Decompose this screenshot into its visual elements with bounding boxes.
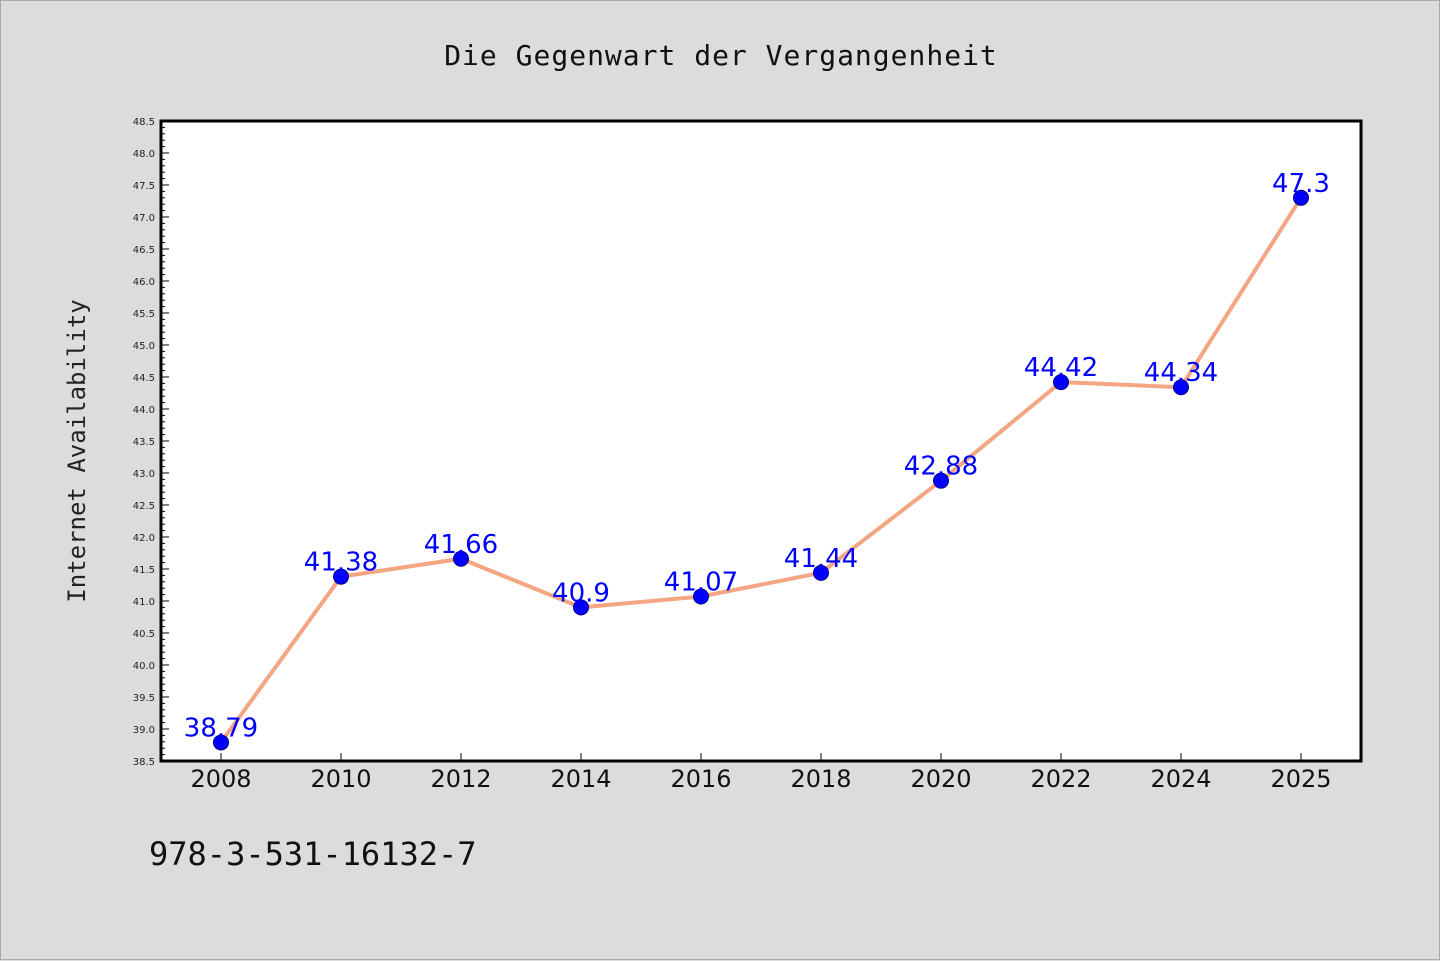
data-points xyxy=(213,189,1309,751)
y-tick-label: 40.0 xyxy=(133,661,155,672)
data-point xyxy=(933,472,949,489)
data-label: 41.07 xyxy=(664,568,738,598)
y-tick-label: 44.0 xyxy=(133,405,155,416)
y-tick-label: 46.0 xyxy=(133,277,155,288)
data-label: 41.38 xyxy=(304,548,378,578)
data-label: 42.88 xyxy=(904,452,978,482)
y-tick-label: 44.5 xyxy=(133,373,155,384)
x-tick-label: 2020 xyxy=(910,765,971,793)
y-tick-label: 47.0 xyxy=(133,213,155,224)
y-tick-label: 41.5 xyxy=(133,565,155,576)
data-point xyxy=(333,568,349,585)
x-tick-label: 2016 xyxy=(670,765,731,793)
data-label: 47.3 xyxy=(1272,169,1330,199)
plot-frame xyxy=(159,119,1363,763)
y-tick-label: 46.5 xyxy=(133,245,155,256)
x-axis: 2008 2010 2012 2014 2016 2018 2020 2022 2024 2025 xyxy=(190,753,1332,793)
data-label: 38.79 xyxy=(184,713,258,743)
x-tick-label: 2024 xyxy=(1150,765,1211,793)
series-line xyxy=(219,195,1303,745)
y-tick-label: 48.5 xyxy=(133,117,155,128)
y-tick-label: 48.0 xyxy=(133,149,155,160)
x-tick-label: 2025 xyxy=(1270,765,1331,793)
plot-area xyxy=(161,121,1361,761)
data-label: 40.9 xyxy=(552,578,610,608)
x-tick-label: 2018 xyxy=(790,765,851,793)
chart-title: Die Gegenwart der Vergangenheit xyxy=(444,39,998,72)
data-point xyxy=(1173,379,1189,396)
data-label: 44.34 xyxy=(1144,358,1218,388)
y-tick-label: 39.0 xyxy=(133,725,155,736)
y-axis-label: Internet Availability xyxy=(63,299,91,602)
isbn-text: 978-3-531-16132-7 xyxy=(149,835,477,873)
y-tick-label: 47.5 xyxy=(133,181,155,192)
y-tick-label: 41.0 xyxy=(133,597,155,608)
data-label: 44.42 xyxy=(1024,353,1098,383)
x-tick-label: 2022 xyxy=(1030,765,1091,793)
data-point xyxy=(1053,374,1069,391)
x-tick-label: 2008 xyxy=(190,765,251,793)
data-label: 41.44 xyxy=(784,544,858,574)
y-tick-label: 45.0 xyxy=(133,341,155,352)
y-tick-label: 42.5 xyxy=(133,501,155,512)
data-labels: 38.79 41.38 41.66 40.9 41.07 41.44 42.88 44.42 4… xyxy=(184,169,1330,744)
y-tick-label: 39.5 xyxy=(133,693,155,704)
y-tick-label: 40.5 xyxy=(133,629,155,640)
data-point xyxy=(213,734,229,751)
x-tick-label: 2012 xyxy=(430,765,491,793)
data-point xyxy=(813,564,829,581)
data-point xyxy=(453,550,469,567)
x-tick-label: 2014 xyxy=(550,765,611,793)
x-tick-label: 2010 xyxy=(310,765,371,793)
data-point xyxy=(573,599,589,616)
y-tick-label: 38.5 xyxy=(133,757,155,768)
y-tick-label: 43.5 xyxy=(133,437,155,448)
y-tick-label: 42.0 xyxy=(133,533,155,544)
data-label: 41.66 xyxy=(424,530,498,560)
y-tick-label: 45.5 xyxy=(133,309,155,320)
data-point xyxy=(1293,189,1309,206)
data-point xyxy=(693,588,709,605)
y-tick-label: 43.0 xyxy=(133,469,155,480)
